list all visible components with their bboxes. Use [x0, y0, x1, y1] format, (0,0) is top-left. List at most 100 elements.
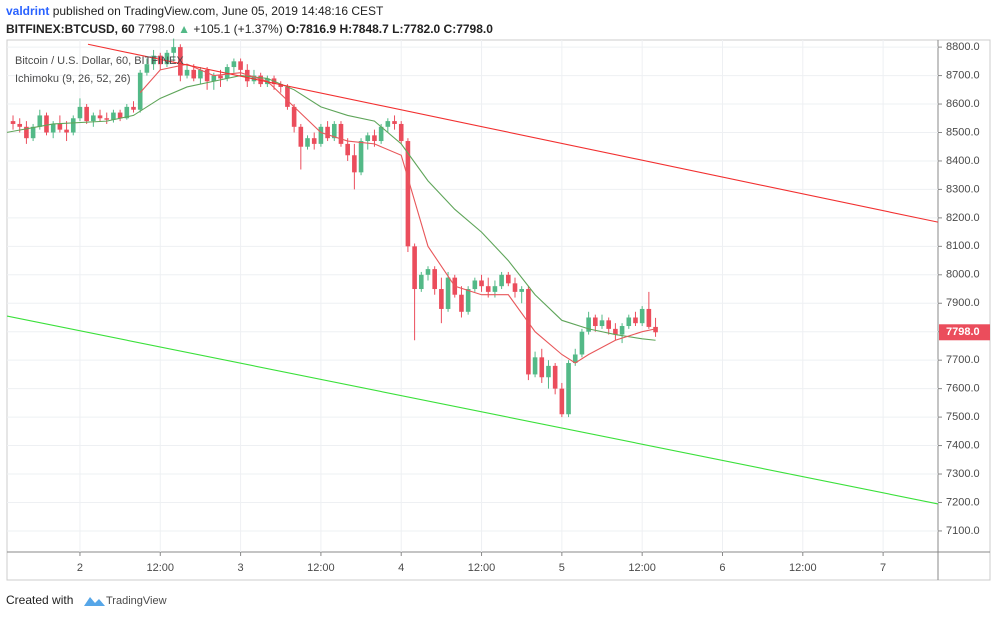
- y-tick-label: 8300.0: [946, 183, 980, 195]
- x-tick-label: 4: [398, 562, 404, 574]
- candle-body: [499, 274, 504, 287]
- candle-body: [305, 138, 310, 147]
- candle-body: [318, 126, 324, 144]
- brand-logo: [84, 597, 105, 606]
- candle-body: [372, 135, 377, 142]
- candle-body: [619, 326, 625, 335]
- y-tick-label: 8600.0: [946, 98, 980, 110]
- y-tick-label: 8800.0: [946, 41, 980, 53]
- brand: TradingView: [106, 595, 167, 607]
- footer: Created with: [6, 593, 73, 607]
- open: O:7816.9: [286, 22, 336, 36]
- y-tick-label: 7500.0: [946, 411, 980, 423]
- candle-body: [84, 106, 89, 122]
- last: 7798.0: [138, 22, 175, 36]
- candle-body: [278, 84, 284, 87]
- x-tick-label: 12:00: [468, 562, 496, 574]
- price-label: 7798.0: [946, 326, 980, 338]
- candle-body: [472, 280, 478, 290]
- indicator-line: [87, 43, 938, 223]
- y-tick-label: 7400.0: [946, 439, 980, 451]
- x-tick-label: 12:00: [628, 562, 656, 574]
- candle-body: [50, 123, 56, 133]
- candle-body: [291, 106, 297, 127]
- candle-body: [492, 286, 498, 292]
- candle-body: [552, 365, 558, 389]
- candle-body: [365, 135, 371, 142]
- candle-body: [539, 357, 545, 378]
- candle-body: [412, 246, 417, 290]
- candle-body: [331, 123, 337, 139]
- high: H:7848.7: [339, 22, 389, 36]
- candle-body: [44, 115, 49, 133]
- indicator-line: [139, 63, 656, 364]
- candle-body: [526, 289, 531, 375]
- candle-body: [559, 388, 565, 415]
- candle-body: [104, 118, 110, 120]
- y-tick-label: 7700.0: [946, 354, 980, 366]
- candle-body: [358, 141, 364, 173]
- candle-body: [191, 69, 197, 79]
- candle-body: [479, 280, 484, 287]
- candle-body: [17, 123, 23, 127]
- y-tick-label: 8100.0: [946, 240, 980, 252]
- candle-body: [392, 121, 397, 124]
- candle-body: [178, 47, 183, 76]
- candle-body: [231, 61, 237, 68]
- x-tick-label: 5: [559, 562, 565, 574]
- candle-body: [352, 155, 357, 173]
- candle-body: [325, 126, 330, 139]
- y-tick-label: 7900.0: [946, 297, 980, 309]
- candle-body: [506, 274, 511, 284]
- candle-body: [532, 357, 538, 375]
- x-tick-label: 2: [77, 562, 83, 574]
- candle-body: [124, 106, 130, 119]
- candle-body: [566, 363, 571, 415]
- x-tick-label: 12:00: [147, 562, 175, 574]
- candle-body: [586, 317, 591, 332]
- candle-body: [633, 317, 638, 324]
- y-tick-label: 8400.0: [946, 155, 980, 167]
- candle-body: [37, 115, 43, 127]
- close: C:7798.0: [444, 22, 494, 36]
- y-tick-label: 8200.0: [946, 212, 980, 224]
- candle-body: [91, 115, 96, 122]
- candle-body: [10, 121, 16, 124]
- candle-body: [218, 75, 223, 79]
- candle-body: [512, 283, 518, 292]
- plot: 7100.0 7200.0 7300.0 7400.0 7500.0 7600.0 7700…: [7, 38, 990, 574]
- candle-body: [198, 69, 203, 79]
- candle-body: [151, 55, 156, 65]
- candle-body: [184, 69, 190, 76]
- candle-body: [111, 112, 116, 120]
- candle-body: [57, 123, 63, 130]
- symbol: BITFINEX:BTCUSD, 60: [6, 22, 135, 36]
- x-tick-label: 12:00: [307, 562, 335, 574]
- y-tick-label: 7300.0: [946, 468, 980, 480]
- candle-body: [639, 308, 645, 324]
- candle-body: [519, 289, 524, 292]
- candle-body: [465, 289, 471, 312]
- low: L:7782.0: [392, 22, 440, 36]
- header-line: valdrint published on TradingView.com, J…: [6, 4, 384, 18]
- x-tick-label: 3: [238, 562, 244, 574]
- candle-body: [164, 52, 170, 65]
- candle-body: [599, 320, 605, 327]
- candle-body: [613, 328, 618, 335]
- candle-body: [117, 112, 123, 119]
- candle-body: [385, 121, 391, 127]
- y-tick-label: 8000.0: [946, 269, 980, 281]
- author: valdrint: [6, 4, 49, 18]
- symbol-line: BITFINEX:BTCUSD, 60 7798.0 ▲ +105.1 (+1.…: [6, 22, 493, 36]
- candle-body: [30, 126, 36, 139]
- candle-body: [646, 308, 652, 327]
- candle-body: [432, 269, 437, 290]
- y-tick-label: 7600.0: [946, 383, 980, 395]
- candle-body: [445, 277, 451, 309]
- candle-body: [653, 326, 658, 333]
- candle-body: [204, 69, 210, 82]
- candle-body: [97, 115, 103, 119]
- candle-body: [24, 126, 29, 139]
- candle-body: [579, 331, 585, 355]
